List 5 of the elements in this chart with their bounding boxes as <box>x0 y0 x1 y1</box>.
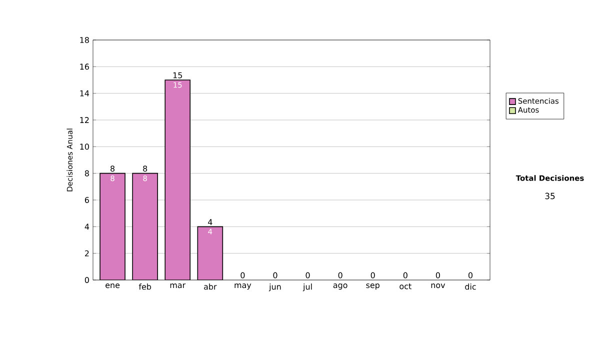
bar <box>164 80 191 280</box>
bar <box>197 226 224 280</box>
text: 35 <box>545 192 555 200</box>
bar <box>100 172 126 280</box>
bar <box>132 172 158 280</box>
